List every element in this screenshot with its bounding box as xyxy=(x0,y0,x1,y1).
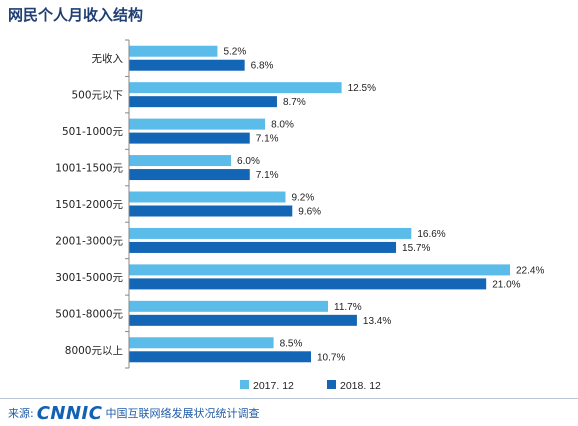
data-label: 22.4% xyxy=(516,265,544,276)
bar-2017 xyxy=(129,45,218,57)
data-label: 16.6% xyxy=(417,229,445,240)
data-label: 21.0% xyxy=(492,279,520,290)
data-label: 9.6% xyxy=(298,207,321,218)
category-label: 8000元以上 xyxy=(65,345,123,357)
category-label: 501-1000元 xyxy=(62,126,124,138)
footer-divider xyxy=(0,398,578,399)
bar-2017 xyxy=(129,155,232,167)
category-label: 1501-2000元 xyxy=(55,199,123,211)
bar-2017 xyxy=(129,300,329,312)
cnnic-logo: CNNIC xyxy=(36,402,103,424)
data-label: 8.5% xyxy=(280,338,303,349)
data-label: 5.2% xyxy=(223,47,246,58)
bar-2017 xyxy=(129,118,266,130)
bar-2017 xyxy=(129,227,412,239)
data-label: 8.7% xyxy=(283,97,306,108)
bar-2018 xyxy=(129,205,293,217)
legend-label: 2018. 12 xyxy=(340,380,381,392)
bar-2018 xyxy=(129,241,397,253)
bar-2017 xyxy=(129,337,274,349)
legend-swatch xyxy=(327,380,336,389)
data-label: 15.7% xyxy=(402,243,430,254)
source-organization: 中国互联网络发展状况统计调查 xyxy=(105,407,260,420)
bar-2018 xyxy=(129,96,277,108)
data-label: 10.7% xyxy=(317,352,345,363)
bar-2018 xyxy=(129,351,311,363)
bar-2017 xyxy=(129,82,342,94)
category-label: 3001-5000元 xyxy=(55,272,123,284)
category-label: 无收入 xyxy=(92,52,124,65)
bar-2017 xyxy=(129,191,286,203)
bar-2018 xyxy=(129,169,250,181)
bar-2018 xyxy=(129,59,245,71)
bar-2017 xyxy=(129,264,510,276)
bar-2018 xyxy=(129,314,357,326)
bar-2018 xyxy=(129,278,487,290)
legend-swatch xyxy=(240,380,249,389)
bar-2018 xyxy=(129,132,250,144)
data-label: 7.1% xyxy=(256,134,279,145)
income-bar-chart: 无收入 5.2% 6.8% 500元以下 12.5% 8.7% 501-1000元 8.0% 7… xyxy=(55,39,544,392)
category-label: 2001-3000元 xyxy=(55,235,123,247)
chart-title: 网民个人月收入结构 xyxy=(8,6,144,24)
data-label: 11.7% xyxy=(334,302,362,313)
category-label: 1001-1500元 xyxy=(55,163,123,175)
category-label: 5001-8000元 xyxy=(55,308,123,320)
data-label: 7.1% xyxy=(256,170,279,181)
data-label: 13.4% xyxy=(363,316,391,327)
source-footer: 来源: CNNIC 中国互联网络发展状况统计调查 xyxy=(8,402,260,424)
data-label: 6.8% xyxy=(251,61,274,72)
source-label: 来源: xyxy=(8,407,34,420)
data-label: 8.0% xyxy=(271,120,294,131)
category-label: 500元以下 xyxy=(71,90,123,102)
data-label: 12.5% xyxy=(348,83,376,94)
legend-label: 2017. 12 xyxy=(253,380,294,392)
data-label: 9.2% xyxy=(291,193,314,204)
data-label: 6.0% xyxy=(237,156,260,167)
